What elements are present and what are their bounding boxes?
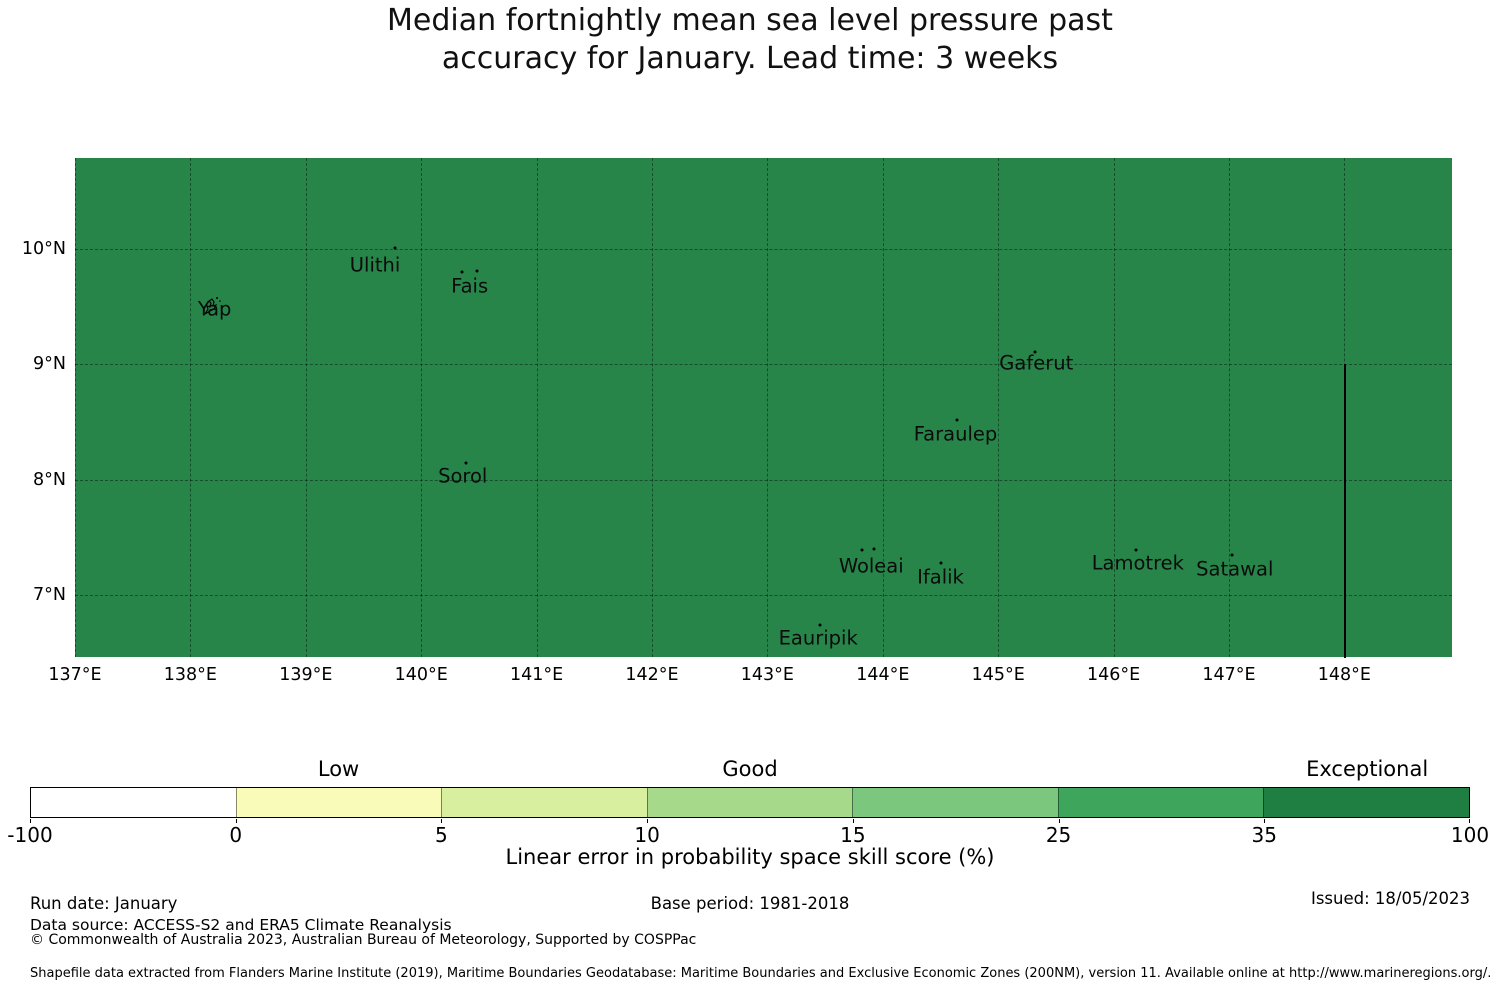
data-source-text: Data source: ACCESS-S2 and ERA5 Climate …: [30, 916, 452, 934]
island-label: Fais: [451, 274, 489, 298]
x-axis-tick-label: 148°E: [1317, 665, 1371, 685]
y-axis-tick-label: 7°N: [33, 585, 66, 606]
gridline-horizontal: [75, 364, 1452, 366]
island-marker-dot: [393, 246, 397, 250]
issued-date-text: Issued: 18/05/2023: [1310, 889, 1470, 908]
island-marker-dot: [1033, 350, 1037, 354]
gridline-horizontal: [75, 595, 1452, 597]
colorbar-tick-label: 10: [634, 823, 660, 847]
island-label: Faraulep: [913, 422, 998, 446]
colorbar-segment: [1057, 788, 1264, 817]
colorbar-segment: [646, 788, 853, 817]
gridline-vertical: [1229, 158, 1230, 657]
base-period-text: Base period: 1981-2018: [650, 894, 850, 913]
island-label: Ifalik: [917, 565, 964, 589]
island-marker-dot: [955, 418, 959, 422]
island-label: Gaferut: [999, 351, 1074, 375]
island-marker-dot: [818, 623, 822, 627]
gridline-vertical: [998, 158, 1000, 657]
island-marker-dot: [475, 269, 479, 273]
title-line-2: accuracy for January. Lead time: 3 weeks: [441, 41, 1059, 76]
copyright-text: © Commonwealth of Australia 2023, Austra…: [30, 932, 697, 948]
colorbar-tick-label: 35: [1251, 823, 1278, 847]
title-line-1: Median fortnightly mean sea level pressu…: [387, 3, 1113, 38]
x-axis-tick-label: 139°E: [279, 665, 333, 685]
island-label: Ulithi: [349, 253, 401, 277]
yap-island-outline: [201, 294, 225, 322]
colorbar-tick: [1058, 819, 1060, 823]
colorbar-segment: [1263, 788, 1470, 817]
gridline-vertical: [882, 158, 884, 657]
run-date-text: Run date: January: [30, 894, 178, 913]
colorbar-tick: [852, 819, 854, 823]
gridline-horizontal: [75, 249, 1452, 251]
colorbar-tick: [1469, 819, 1470, 823]
gridline-vertical: [305, 158, 307, 657]
island-label: Lamotrek: [1091, 551, 1184, 575]
colorbar-tick: [441, 819, 443, 823]
y-axis-tick-label: 8°N: [33, 469, 66, 490]
colorbar-category-label: Exceptional: [1306, 757, 1429, 781]
island-label: Eauripik: [778, 626, 858, 650]
island-label: Sorol: [438, 464, 488, 488]
colorbar-segment: [235, 788, 442, 817]
colorbar-tick: [647, 819, 649, 823]
island-label: Satawal: [1196, 557, 1274, 581]
gridline-vertical: [652, 158, 653, 657]
gridline-vertical: [767, 158, 769, 657]
gridline-vertical: [1113, 158, 1115, 657]
y-axis-tick-label: 10°N: [21, 239, 66, 260]
colorbar-segment: [441, 788, 647, 817]
island-label: Woleai: [838, 554, 904, 578]
x-axis-tick-label: 142°E: [625, 665, 679, 685]
x-axis-tick-label: 144°E: [856, 665, 910, 685]
colorbar-segment: [31, 788, 236, 817]
island-marker-dot: [464, 461, 468, 465]
shapefile-note-text: Shapefile data extracted from Flanders M…: [30, 966, 1492, 981]
colorbar-tick-label: 100: [1450, 823, 1490, 847]
island-marker-dot: [460, 270, 464, 274]
x-axis-tick-label: 143°E: [740, 665, 794, 685]
eez-boundary-line: [1344, 364, 1347, 658]
colorbar-tick-label: 25: [1045, 823, 1072, 847]
island-marker-dot: [860, 548, 864, 552]
island-label: Yap: [197, 297, 232, 321]
y-axis-tick-label: 9°N: [33, 354, 66, 375]
gridline-vertical: [190, 158, 192, 657]
gridline-horizontal: [75, 479, 1452, 481]
colorbar-segment: [852, 788, 1058, 817]
x-axis-tick-label: 145°E: [971, 665, 1025, 685]
gridline-vertical: [75, 158, 76, 657]
colorbar-axis-label: Linear error in probability space skill …: [505, 845, 995, 869]
colorbar-tick: [30, 819, 31, 823]
colorbar-category-label: Low: [317, 757, 360, 781]
colorbar: [30, 787, 1470, 818]
x-axis-tick-label: 141°E: [509, 665, 564, 685]
colorbar-tick: [1264, 819, 1266, 823]
x-axis-tick-label: 146°E: [1086, 665, 1141, 685]
island-marker-dot: [1134, 548, 1138, 552]
x-axis-tick-label: 147°E: [1202, 665, 1256, 685]
colorbar-tick-label: -100: [7, 823, 53, 847]
colorbar-tick-label: 15: [840, 823, 866, 847]
colorbar-category-label: Good: [722, 757, 778, 781]
colorbar-tick: [235, 819, 237, 823]
x-axis-tick-label: 137°E: [48, 665, 102, 685]
colorbar-tick-label: 5: [435, 823, 448, 847]
island-marker-dot: [872, 547, 876, 551]
map-panel: Ulithi Fais Yap Gaferut Faraulep Sorol Woleai I…: [75, 158, 1452, 658]
x-axis-tick-label: 138°E: [163, 665, 217, 685]
figure-title: Median fortnightly mean sea level pressu…: [0, 2, 1500, 78]
x-axis-tick-label: 140°E: [394, 665, 448, 685]
island-marker-dot: [1230, 553, 1234, 557]
colorbar-tick-label: 0: [229, 823, 243, 847]
gridline-vertical: [536, 158, 538, 657]
gridline-vertical: [421, 158, 423, 657]
island-marker-dot: [939, 561, 942, 565]
